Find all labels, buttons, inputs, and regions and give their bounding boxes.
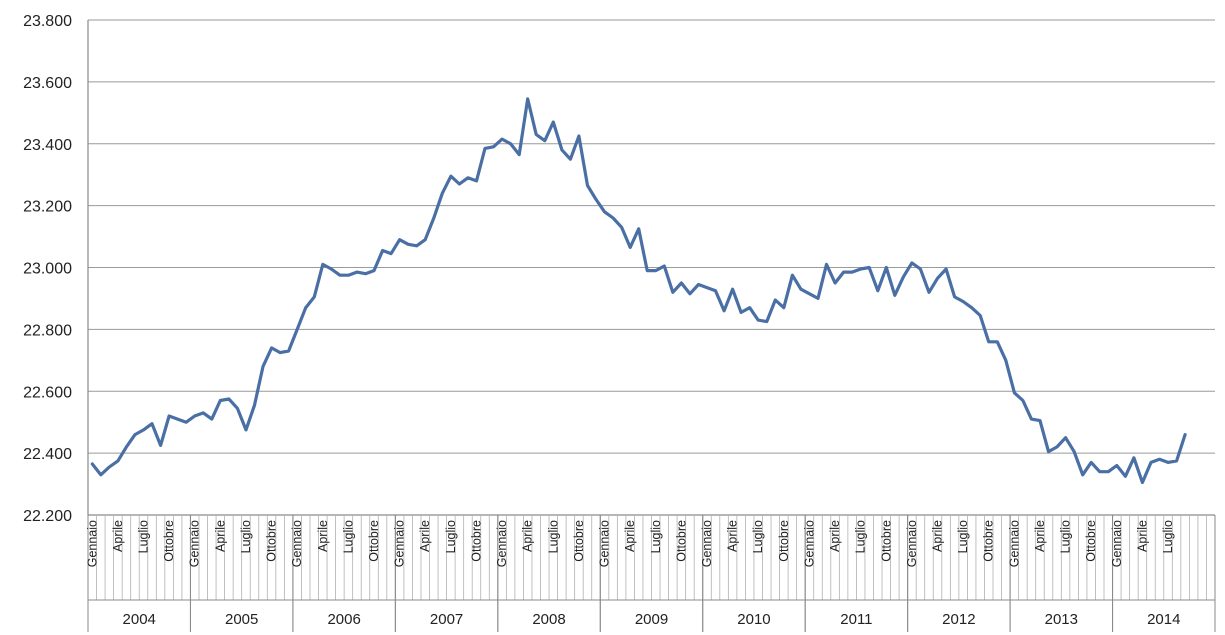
month-tick-label: Aprile (111, 520, 125, 552)
month-tick-label: Ottobre (572, 520, 586, 562)
y-tick-label: 23.400 (23, 137, 72, 154)
month-tick-label: Gennaio (1110, 520, 1124, 567)
month-tick-label: Gennaio (290, 520, 304, 567)
month-tick-label: Luglio (956, 520, 970, 553)
month-tick-label: Aprile (828, 520, 842, 552)
series-line (90, 97, 1187, 485)
month-tick-label: Ottobre (982, 520, 996, 562)
year-label: 2007 (430, 611, 463, 628)
year-label: 2006 (327, 611, 360, 628)
y-tick-label: 23.000 (23, 261, 72, 278)
month-tick-label: Luglio (1059, 520, 1073, 553)
month-tick-label: Luglio (649, 520, 663, 553)
month-tick-label: Luglio (546, 520, 560, 553)
y-tick-label: 23.800 (23, 13, 72, 30)
month-tick-label: Luglio (854, 520, 868, 553)
month-tick-label: Luglio (239, 520, 253, 553)
year-label: 2011 (840, 611, 872, 628)
axes (87, 20, 1216, 632)
year-label: 2012 (942, 611, 975, 628)
y-tick-label: 23.600 (23, 75, 72, 92)
year-label: 2014 (1147, 611, 1180, 628)
month-tick-label: Aprile (521, 520, 535, 552)
month-tick-label: Luglio (136, 520, 150, 553)
y-tick-label: 22.200 (23, 508, 72, 525)
month-tick-label: Aprile (213, 520, 227, 552)
month-tick-label: Aprile (316, 520, 330, 552)
x-axis-labels: Gennaio Aprile Luglio Ottobre 2004 Gennaio Apr… (85, 520, 1180, 628)
year-label: 2013 (1045, 611, 1078, 628)
month-tick-label: Gennaio (802, 520, 816, 567)
year-label: 2005 (225, 611, 258, 628)
y-tick-label: 22.400 (23, 446, 72, 463)
month-tick-label: Ottobre (674, 520, 688, 562)
month-tick-label: Ottobre (265, 520, 279, 562)
month-tick-label: Aprile (726, 520, 740, 552)
month-tick-label: Ottobre (469, 520, 483, 562)
y-axis-labels: 22.200 22.400 22.600 22.800 23.000 23.200 23.4… (23, 13, 72, 525)
month-tick-label: Luglio (751, 520, 765, 553)
month-tick-label: Gennaio (85, 520, 99, 567)
series-layer (90, 97, 1187, 485)
month-tick-label: Ottobre (162, 520, 176, 562)
month-tick-label: Ottobre (1084, 520, 1098, 562)
year-label: 2008 (532, 611, 565, 628)
month-tick-label: Aprile (1033, 520, 1047, 552)
y-tick-label: 23.200 (23, 199, 72, 216)
month-tick-label: Ottobre (367, 520, 381, 562)
month-tick-label: Gennaio (700, 520, 714, 567)
year-label: 2004 (123, 611, 156, 628)
month-tick-label: Aprile (418, 520, 432, 552)
month-tick-label: Aprile (1135, 520, 1149, 552)
month-tick-label: Gennaio (393, 520, 407, 567)
month-tick-label: Gennaio (1007, 520, 1021, 567)
month-tick-label: Luglio (1161, 520, 1175, 553)
month-tick-label: Gennaio (495, 520, 509, 567)
y-tick-label: 22.800 (23, 322, 72, 339)
month-tick-label: Ottobre (879, 520, 893, 562)
month-tick-label: Gennaio (598, 520, 612, 567)
month-tick-label: Gennaio (188, 520, 202, 567)
month-tick-label: Luglio (444, 520, 458, 553)
month-tick-label: Ottobre (777, 520, 791, 562)
month-tick-label: Luglio (341, 520, 355, 553)
year-label: 2009 (635, 611, 668, 628)
month-tick-label: Aprile (623, 520, 637, 552)
gridlines (88, 19, 1215, 454)
month-tick-label: Aprile (931, 520, 945, 552)
y-tick-label: 22.600 (23, 384, 72, 401)
month-tick-label: Gennaio (905, 520, 919, 567)
year-label: 2010 (737, 611, 770, 628)
